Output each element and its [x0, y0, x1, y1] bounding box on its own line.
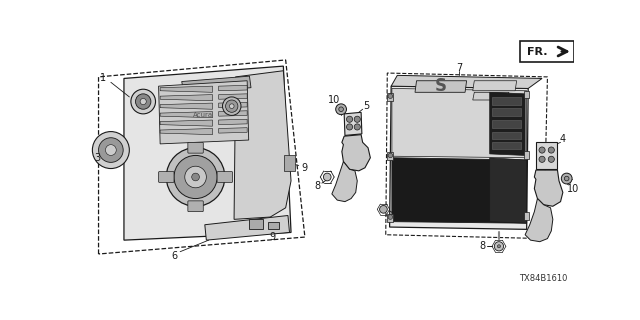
Text: S: S: [435, 77, 447, 95]
Polygon shape: [160, 95, 212, 101]
Text: 9: 9: [302, 163, 308, 173]
FancyBboxPatch shape: [387, 93, 393, 101]
Circle shape: [131, 89, 156, 114]
FancyBboxPatch shape: [524, 151, 529, 158]
FancyBboxPatch shape: [284, 156, 295, 171]
Circle shape: [564, 176, 569, 181]
Polygon shape: [392, 158, 527, 223]
Polygon shape: [160, 112, 212, 118]
Text: 7: 7: [456, 63, 462, 73]
Text: 5: 5: [364, 101, 370, 111]
Circle shape: [339, 107, 344, 112]
Text: 10: 10: [567, 184, 579, 194]
Polygon shape: [219, 102, 247, 108]
Circle shape: [494, 242, 504, 251]
Polygon shape: [534, 170, 563, 206]
Circle shape: [346, 124, 353, 130]
Polygon shape: [473, 92, 509, 100]
Polygon shape: [219, 94, 247, 99]
Polygon shape: [219, 85, 247, 91]
Circle shape: [192, 173, 200, 181]
Circle shape: [136, 94, 151, 109]
FancyBboxPatch shape: [492, 97, 521, 105]
FancyBboxPatch shape: [188, 201, 204, 212]
Polygon shape: [473, 81, 516, 91]
Polygon shape: [124, 66, 291, 240]
Text: Acura: Acura: [193, 112, 213, 118]
Circle shape: [230, 104, 234, 108]
Polygon shape: [344, 112, 362, 135]
Circle shape: [388, 94, 393, 99]
Circle shape: [336, 104, 346, 115]
FancyBboxPatch shape: [250, 219, 263, 229]
Polygon shape: [490, 158, 527, 223]
Circle shape: [140, 99, 147, 105]
Text: 2: 2: [401, 213, 406, 223]
Text: 4: 4: [560, 133, 566, 143]
Polygon shape: [342, 135, 371, 171]
Circle shape: [539, 147, 545, 153]
FancyBboxPatch shape: [492, 132, 521, 139]
Polygon shape: [160, 120, 212, 126]
Circle shape: [380, 205, 387, 213]
FancyBboxPatch shape: [492, 108, 521, 116]
Text: 9: 9: [269, 232, 276, 242]
Text: 3: 3: [94, 153, 100, 163]
Circle shape: [92, 132, 129, 169]
Text: 8: 8: [479, 241, 485, 251]
Polygon shape: [332, 162, 357, 202]
Circle shape: [166, 148, 225, 206]
Circle shape: [539, 156, 545, 162]
Polygon shape: [525, 198, 553, 242]
FancyBboxPatch shape: [159, 172, 174, 182]
Circle shape: [548, 156, 554, 162]
Text: FR.: FR.: [527, 47, 548, 57]
Circle shape: [388, 153, 393, 158]
FancyBboxPatch shape: [387, 214, 393, 222]
Circle shape: [225, 100, 238, 112]
FancyBboxPatch shape: [217, 172, 232, 182]
Circle shape: [323, 173, 331, 181]
Circle shape: [223, 97, 241, 116]
FancyBboxPatch shape: [492, 120, 521, 128]
Polygon shape: [415, 81, 467, 92]
Text: TX84B1610: TX84B1610: [520, 274, 568, 283]
FancyBboxPatch shape: [524, 91, 529, 99]
Circle shape: [354, 116, 360, 122]
Circle shape: [388, 215, 393, 219]
Polygon shape: [392, 88, 527, 158]
Circle shape: [548, 147, 554, 153]
Polygon shape: [391, 75, 542, 88]
FancyBboxPatch shape: [524, 212, 529, 220]
Circle shape: [174, 156, 217, 198]
Text: 6: 6: [171, 251, 177, 260]
Text: 8: 8: [314, 181, 320, 191]
Circle shape: [346, 116, 353, 122]
Polygon shape: [205, 215, 289, 240]
Circle shape: [99, 138, 123, 162]
Polygon shape: [536, 142, 557, 169]
Polygon shape: [159, 81, 249, 144]
Polygon shape: [490, 92, 525, 156]
Polygon shape: [182, 76, 251, 93]
Polygon shape: [219, 128, 247, 133]
Circle shape: [497, 245, 500, 248]
FancyBboxPatch shape: [387, 152, 393, 160]
Text: 1: 1: [100, 73, 106, 84]
Polygon shape: [219, 111, 247, 116]
FancyBboxPatch shape: [188, 142, 204, 153]
Circle shape: [185, 166, 206, 188]
Circle shape: [106, 145, 116, 156]
Text: 10: 10: [328, 95, 340, 105]
Polygon shape: [219, 119, 247, 124]
Circle shape: [354, 124, 360, 130]
Polygon shape: [234, 71, 291, 219]
FancyBboxPatch shape: [268, 222, 279, 229]
Polygon shape: [160, 103, 212, 109]
Polygon shape: [390, 86, 528, 229]
Polygon shape: [160, 129, 212, 135]
FancyBboxPatch shape: [492, 141, 521, 149]
Circle shape: [561, 173, 572, 184]
Polygon shape: [160, 86, 212, 92]
